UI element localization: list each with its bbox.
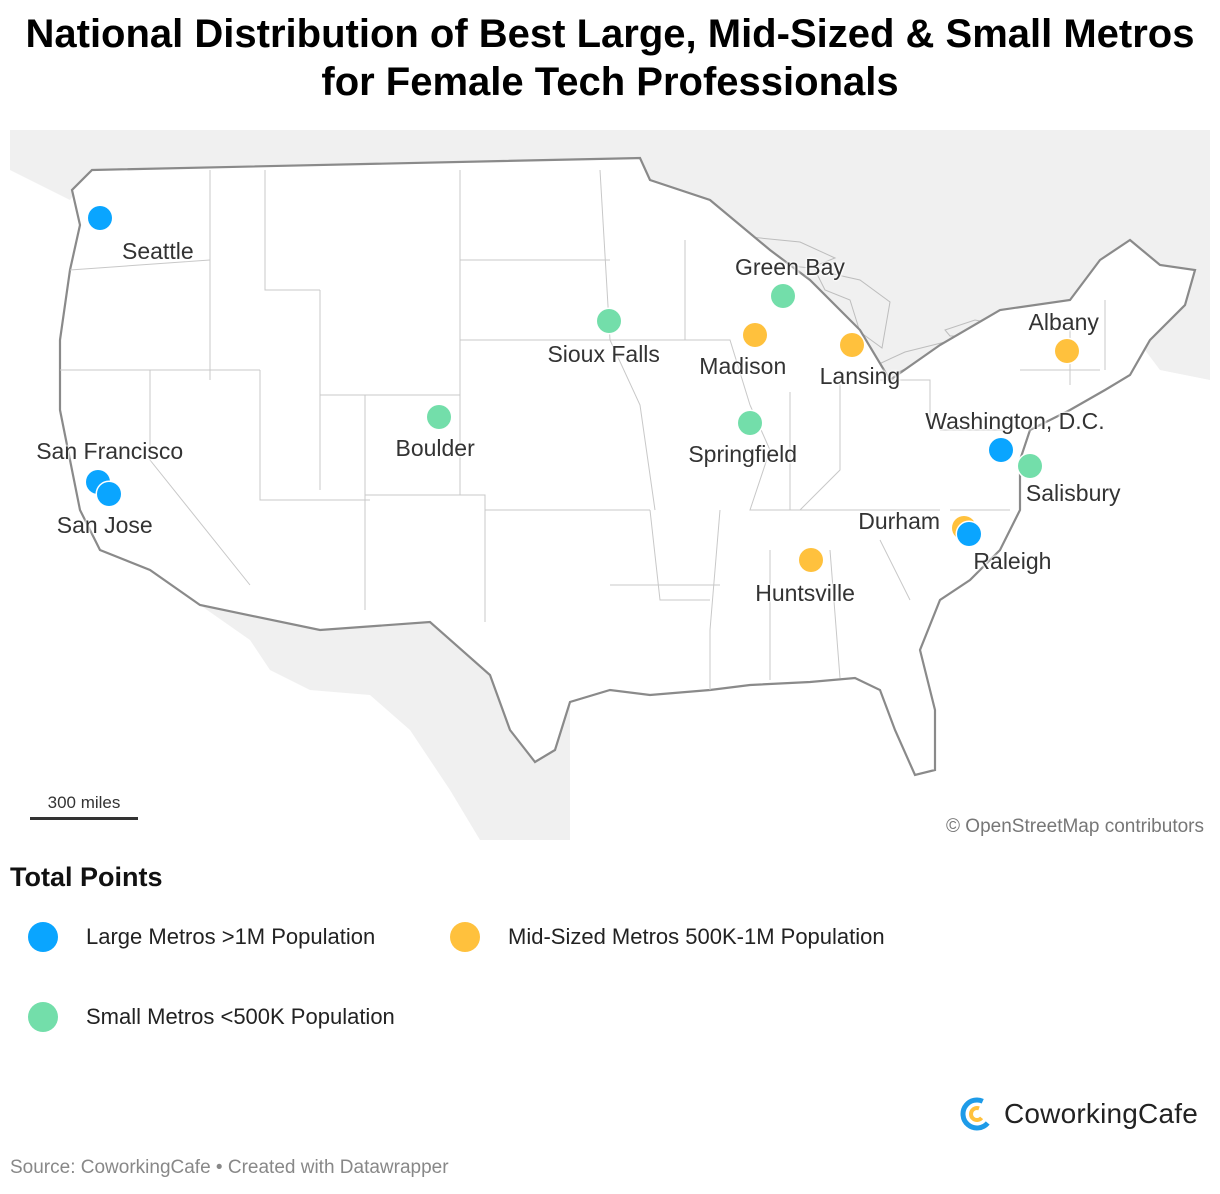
legend-label-mid: Mid-Sized Metros 500K-1M Population <box>508 924 885 949</box>
lake-huron <box>814 269 891 349</box>
legend-title: Total Points <box>10 862 163 892</box>
city-label-san-francisco: San Francisco <box>36 438 184 465</box>
map-canvas <box>10 130 1210 840</box>
city-label-durham: Durham <box>858 508 941 535</box>
city-label-salisbury: Salisbury <box>1025 479 1121 506</box>
map-credit: © OpenStreetMap contributors <box>946 816 1204 837</box>
city-marker-lansing[interactable] <box>839 333 864 357</box>
legend-item-small[interactable]: Small Metros <500K Population <box>28 1002 395 1032</box>
legend-label-large: Large Metros >1M Population <box>86 924 376 949</box>
city-label-lansing: Lansing <box>819 363 901 389</box>
brand-logo: CoworkingCafe <box>960 1097 1198 1131</box>
city-marker-boulder[interactable] <box>427 404 452 429</box>
city-label-madison: Madison <box>699 352 787 379</box>
city-label-albany: Albany <box>1028 309 1099 336</box>
city-marker-madison[interactable] <box>743 322 768 347</box>
canada-landmass <box>10 130 1210 380</box>
city-marker-salisbury[interactable] <box>1017 453 1042 478</box>
city-label-green-bay: Green Bay <box>734 254 845 281</box>
city-label-huntsville: Huntsville <box>755 579 855 606</box>
city-label-seattle: Seattle <box>122 237 194 264</box>
brand-name: CoworkingCafe <box>1003 1098 1198 1129</box>
legend-label-small: Small Metros <500K Population <box>86 1004 395 1029</box>
city-label-washington-d-c: Washington, D.C. <box>925 408 1105 435</box>
legend-item-mid[interactable]: Mid-Sized Metros 500K-1M Population <box>450 922 885 952</box>
state-boundaries <box>60 169 1106 690</box>
city-label-boulder: Boulder <box>395 434 475 461</box>
city-marker-albany[interactable] <box>1054 339 1079 364</box>
city-label-raleigh: Raleigh <box>973 547 1052 574</box>
scale-line <box>30 817 138 820</box>
chart-title: National Distribution of Best Large, Mid… <box>25 12 1195 104</box>
city-label-springfield: Springfield <box>688 441 798 468</box>
city-marker-washington-d-c[interactable] <box>989 438 1014 463</box>
coworkingcafe-logo-icon <box>960 1097 994 1131</box>
us-landmass <box>58 156 1197 777</box>
mexico-landmass <box>200 605 570 840</box>
legend-item-large[interactable]: Large Metros >1M Population <box>28 922 375 952</box>
legend-dot-large <box>28 922 58 952</box>
scale-bar: 300 miles <box>30 793 138 820</box>
us-map[interactable]: Seattle San Francisco San Jose Boulder Sioux… <box>10 130 1210 840</box>
legend-dot-small <box>28 1002 58 1032</box>
city-marker-sioux-falls[interactable] <box>597 309 622 334</box>
city-marker-green-bay[interactable] <box>770 284 795 309</box>
city-marker-huntsville[interactable] <box>799 547 824 572</box>
city-marker-san-jose[interactable] <box>96 481 121 506</box>
scale-label: 300 miles <box>47 793 121 812</box>
city-label-sioux-falls: Sioux Falls <box>547 341 660 368</box>
source-note: Source: CoworkingCafe • Created with Dat… <box>10 1157 449 1178</box>
legend-dot-mid <box>450 922 480 952</box>
city-marker-raleigh[interactable] <box>957 521 982 546</box>
city-marker-springfield[interactable] <box>738 411 763 436</box>
city-marker-seattle[interactable] <box>88 205 112 230</box>
city-label-san-jose: San Jose <box>56 511 153 538</box>
